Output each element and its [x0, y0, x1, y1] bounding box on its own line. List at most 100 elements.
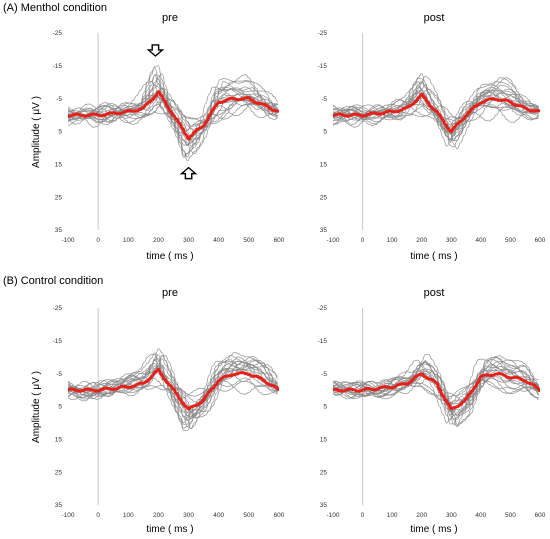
x-tick-label: 100: [387, 237, 398, 244]
x-tick-label: 600: [274, 512, 285, 519]
down-arrow-icon: [146, 44, 165, 57]
x-tick-label: 600: [274, 237, 285, 244]
individual-trial-line: [332, 85, 539, 131]
y-tick-label: -15: [318, 63, 328, 70]
panel-title-control-pre: pre: [162, 287, 178, 299]
grand-average-line: [67, 368, 280, 411]
y-tick-label: 5: [323, 404, 327, 411]
y-tick-label: -25: [318, 305, 328, 312]
x-tick-label: 200: [416, 512, 427, 519]
grand-average-line: [332, 92, 541, 134]
y-axis-title-menthol: Amplitude ( μV ): [31, 96, 42, 168]
x-tick-label: 0: [96, 512, 100, 519]
y-tick-label: 5: [58, 129, 62, 136]
y-tick-label: -5: [56, 371, 62, 378]
x-tick-label: -100: [61, 512, 74, 519]
x-tick-label: 300: [446, 237, 457, 244]
x-tick-label: 0: [361, 237, 365, 244]
grand-average-line: [67, 90, 280, 141]
individual-trial-line: [332, 357, 539, 427]
x-tick-label: 600: [535, 237, 546, 244]
x-tick-label: 300: [183, 237, 194, 244]
x-tick-label: 400: [213, 512, 224, 519]
y-tick-label: -25: [53, 30, 63, 37]
y-tick-label: -5: [321, 96, 327, 103]
x-tick-label: 500: [505, 237, 516, 244]
y-tick-label: -5: [321, 371, 327, 378]
up-arrow-icon: [179, 166, 198, 180]
y-tick-label: 25: [55, 194, 63, 201]
x-tick-label: 100: [123, 237, 134, 244]
x-tick-label: 500: [243, 512, 254, 519]
x-axis-title-menthol-post: time ( ms ): [410, 251, 457, 262]
y-tick-label: 15: [320, 437, 328, 444]
x-tick-label: 200: [153, 512, 164, 519]
panel-4: -25 -15 -5 5 15 25 35 -100 0 100 200 300 400 500 600: [318, 305, 546, 519]
individual-trial-line: [67, 88, 278, 147]
individual-trial-line: [332, 360, 539, 420]
individual-trial-line: [332, 92, 539, 132]
panel-2: -25 -15 -5 5 15 25 35 -100 0 100 200 300 400 500 600: [318, 30, 546, 244]
y-tick-label: -15: [53, 63, 63, 70]
individual-trial-line: [67, 93, 278, 137]
panel-1: -25 -15 -5 5 15 25 35 -100 0 100 200 300 400 500 600: [53, 30, 285, 244]
y-tick-label: -5: [56, 96, 62, 103]
x-tick-label: 300: [446, 512, 457, 519]
y-tick-label: 35: [320, 502, 328, 509]
individual-trial-line: [332, 73, 539, 148]
panel-3: -25 -15 -5 5 15 25 35 -100 0 100 200 300 400 500 600: [53, 305, 285, 519]
individual-trial-line: [67, 67, 278, 156]
x-tick-label: 100: [387, 512, 398, 519]
x-tick-label: 300: [183, 512, 194, 519]
individual-trial-line: [332, 102, 539, 126]
individual-trial-line: [67, 354, 278, 421]
x-tick-label: 400: [475, 512, 486, 519]
y-tick-label: 25: [320, 469, 328, 476]
individual-trial-line: [332, 358, 539, 424]
x-tick-label: 500: [243, 237, 254, 244]
x-tick-label: 600: [535, 512, 546, 519]
individual-trial-line: [332, 89, 539, 135]
y-tick-label: 35: [55, 502, 63, 509]
individual-trial-line: [67, 102, 278, 127]
y-axis-title-control: Amplitude ( μV ): [31, 371, 42, 443]
x-tick-label: 0: [361, 512, 365, 519]
individual-trial-line: [67, 98, 278, 130]
x-tick-label: 500: [505, 512, 516, 519]
y-tick-label: 15: [55, 162, 63, 169]
y-tick-label: 35: [55, 227, 63, 234]
y-tick-label: 35: [320, 227, 328, 234]
y-tick-label: -15: [318, 338, 328, 345]
y-tick-label: 15: [320, 162, 328, 169]
individual-trial-line: [332, 354, 539, 428]
x-tick-label: -100: [326, 237, 339, 244]
y-tick-label: 15: [55, 437, 63, 444]
individual-trial-line: [67, 348, 278, 429]
individual-trial-line: [332, 77, 539, 142]
x-tick-label: 400: [475, 237, 486, 244]
y-tick-label: 5: [323, 129, 327, 136]
individual-trial-line: [332, 89, 539, 131]
y-tick-label: 25: [55, 469, 63, 476]
panel-title-menthol-post: post: [424, 12, 445, 24]
y-tick-label: -15: [53, 338, 63, 345]
panel-title-menthol-pre: pre: [162, 12, 178, 24]
condition-title-control: (B) Control condition: [3, 275, 103, 287]
grand-average-line: [332, 372, 541, 411]
individual-trial-line: [67, 367, 278, 408]
x-tick-label: 200: [416, 237, 427, 244]
individual-trial-line: [67, 87, 278, 144]
individual-trial-line: [332, 359, 539, 425]
individual-trial-line: [332, 366, 539, 412]
x-axis-title-control-pre: time ( ms ): [146, 524, 193, 535]
condition-title-menthol: (A) Menthol condition: [3, 2, 107, 14]
y-tick-label: 25: [320, 194, 328, 201]
x-axis-title-control-post: time ( ms ): [410, 524, 457, 535]
x-axis-title-menthol-pre: time ( ms ): [146, 251, 193, 262]
x-tick-label: -100: [326, 512, 339, 519]
y-tick-label: 5: [58, 404, 62, 411]
y-tick-label: -25: [53, 305, 63, 312]
x-tick-label: -100: [61, 237, 74, 244]
